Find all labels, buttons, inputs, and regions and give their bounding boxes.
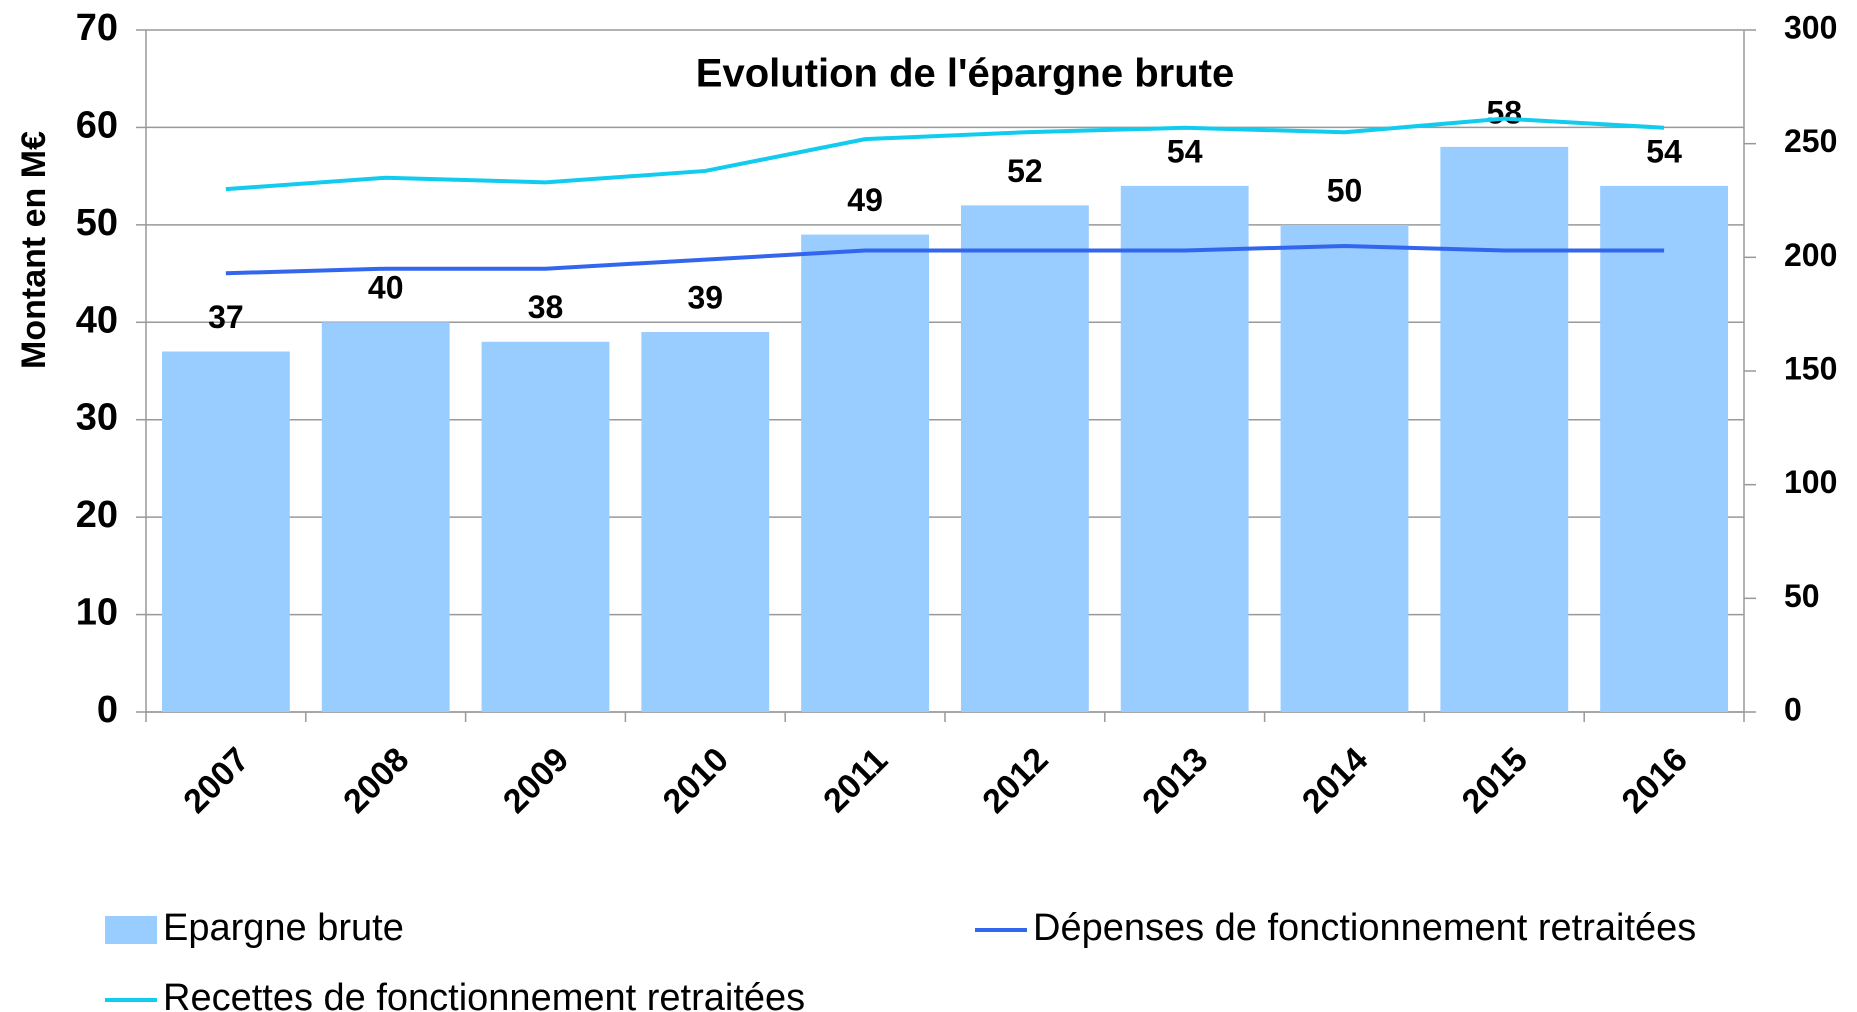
y-axis-label: Montant en M€ bbox=[15, 131, 53, 369]
y-tick-label: 40 bbox=[76, 299, 118, 341]
y-tick-label: 30 bbox=[76, 397, 118, 439]
y2-tick-label: 200 bbox=[1784, 237, 1837, 273]
y-tick-label: 70 bbox=[76, 7, 118, 49]
y-tick-label: 10 bbox=[76, 592, 118, 634]
bar bbox=[801, 234, 930, 712]
x-tick-label: 2016 bbox=[1614, 740, 1694, 820]
bar-value-label: 39 bbox=[688, 279, 724, 315]
bar bbox=[161, 351, 290, 712]
bar bbox=[1440, 146, 1569, 712]
y2-tick-label: 150 bbox=[1784, 350, 1837, 386]
bar-value-label: 52 bbox=[1007, 153, 1043, 189]
x-tick-label: 2015 bbox=[1455, 740, 1535, 820]
bar bbox=[641, 332, 770, 712]
x-tick-label: 2012 bbox=[975, 740, 1055, 820]
x-tick-label: 2010 bbox=[656, 740, 736, 820]
y2-tick-label: 50 bbox=[1784, 578, 1820, 614]
y2-tick-label: 0 bbox=[1784, 691, 1802, 727]
legend-swatch bbox=[105, 916, 157, 944]
bar-value-label: 54 bbox=[1167, 133, 1203, 169]
x-tick-label: 2013 bbox=[1135, 740, 1215, 820]
bar-value-label: 38 bbox=[528, 289, 564, 325]
x-tick-label: 2014 bbox=[1295, 740, 1375, 820]
y2-tick-label: 250 bbox=[1784, 123, 1837, 159]
legend-label: Dépenses de fonctionnement retraitées bbox=[1033, 907, 1696, 949]
x-tick-label: 2011 bbox=[816, 741, 895, 820]
bar bbox=[321, 322, 450, 712]
bar bbox=[1280, 224, 1409, 712]
bar bbox=[1120, 185, 1249, 712]
legend-label: Recettes de fonctionnement retraitées bbox=[163, 977, 805, 1012]
bar-value-label: 40 bbox=[368, 270, 404, 306]
y-tick-label: 20 bbox=[76, 494, 118, 536]
legend-label: Epargne brute bbox=[163, 907, 404, 949]
bar-value-label: 58 bbox=[1487, 94, 1523, 130]
x-tick-label: 2008 bbox=[336, 740, 416, 820]
bar bbox=[481, 341, 610, 712]
y2-tick-label: 100 bbox=[1784, 464, 1837, 500]
y2-tick-label: 300 bbox=[1784, 9, 1837, 45]
x-tick-label: 2009 bbox=[496, 740, 576, 820]
chart-title: Evolution de l'épargne brute bbox=[696, 52, 1234, 96]
bar bbox=[960, 205, 1089, 712]
y-tick-label: 60 bbox=[76, 104, 118, 146]
bar-value-label: 49 bbox=[847, 182, 883, 218]
bar-value-label: 54 bbox=[1646, 133, 1682, 169]
line bbox=[225, 116, 1665, 192]
bar-value-label: 50 bbox=[1327, 172, 1363, 208]
x-tick-label: 2007 bbox=[176, 740, 256, 820]
line bbox=[225, 243, 1665, 276]
y-tick-label: 50 bbox=[76, 202, 118, 244]
bar bbox=[1600, 185, 1729, 712]
bar-value-label: 37 bbox=[208, 299, 244, 335]
y-tick-label: 0 bbox=[97, 689, 118, 731]
